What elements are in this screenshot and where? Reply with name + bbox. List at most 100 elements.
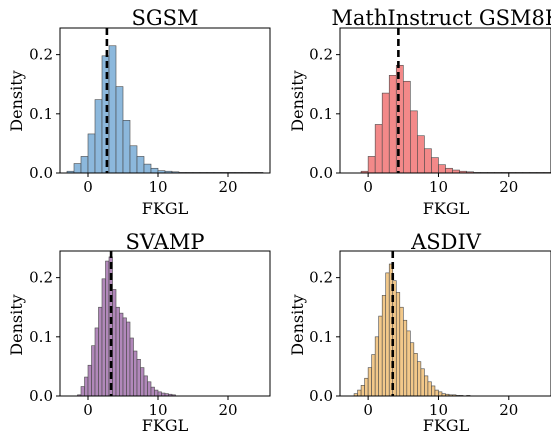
- histogram-bar: [406, 330, 411, 397]
- y-axis-label: Density: [288, 294, 307, 355]
- y-tick-label: 0.2: [29, 46, 53, 64]
- histogram-bar: [150, 386, 155, 397]
- x-tick-label: 0: [83, 178, 93, 196]
- histogram-bar: [87, 133, 96, 174]
- histogram-bar: [105, 260, 110, 397]
- x-tick-label: 10: [429, 178, 448, 196]
- plot-area: 0 10 20 0.0 0.1 0.2: [29, 27, 271, 196]
- x-axis-label: FKGL: [423, 199, 470, 218]
- x-tick-label: 10: [148, 401, 167, 419]
- panel-asdiv: ASDIV 0 10 20 0.0 0.1 0.2 Density FKGL: [288, 230, 551, 435]
- histogram-bar: [94, 99, 103, 174]
- histogram-bar: [136, 156, 145, 174]
- x-axis-label: FKGL: [142, 199, 189, 218]
- panel-mathinstruct-gsm8k: MathInstruct GSM8K 0 10 20 0.0 0.1 0.2 Densit…: [288, 6, 551, 218]
- histogram-bar: [374, 336, 379, 397]
- histogram-bar: [94, 327, 99, 397]
- x-tick-label: 10: [429, 401, 448, 419]
- histogram-bar: [378, 315, 383, 397]
- histogram-bar: [143, 375, 148, 397]
- histogram-bar: [417, 361, 422, 397]
- y-axis-label: Density: [7, 70, 26, 131]
- histogram-bar: [424, 375, 429, 397]
- histogram-bar: [388, 75, 397, 174]
- histogram-bar: [147, 381, 152, 397]
- histogram-bar: [402, 80, 411, 174]
- histogram-bar: [157, 391, 162, 397]
- x-tick-label: 20: [218, 401, 237, 419]
- histogram-bar: [427, 381, 432, 397]
- histogram-bar: [445, 167, 453, 174]
- histogram-bar: [133, 350, 138, 397]
- panel-title: SVAMP: [126, 230, 205, 254]
- y-tick-label: 0.0: [29, 164, 53, 182]
- x-tick-label: 10: [148, 178, 167, 196]
- x-tick-label: 0: [83, 401, 93, 419]
- panel-title: MathInstruct GSM8K: [331, 6, 551, 30]
- histogram-bar: [115, 86, 124, 174]
- histogram-bar: [101, 278, 106, 397]
- y-axis-label: Density: [288, 70, 307, 131]
- histogram-bar: [98, 306, 103, 397]
- histogram-bar: [431, 157, 439, 174]
- histogram-bar: [80, 386, 85, 397]
- histogram-bar: [357, 389, 362, 397]
- histogram-bar: [84, 376, 89, 397]
- histogram-bar: [417, 135, 425, 174]
- y-tick-label: 0.2: [29, 269, 53, 287]
- histogram-bar: [129, 145, 138, 174]
- x-axis-label: FKGL: [142, 416, 189, 435]
- histogram-bar: [413, 353, 418, 397]
- histogram-bar: [438, 164, 446, 174]
- y-tick-label: 0.0: [29, 387, 53, 405]
- axes-frame: [59, 250, 271, 397]
- histogram-bar: [395, 292, 401, 397]
- histogram-bar: [371, 354, 376, 397]
- plot-area: 0 10 20 0.0 0.1 0.2: [309, 250, 551, 419]
- histogram-bar: [122, 317, 127, 397]
- histogram-bar: [360, 385, 365, 397]
- histogram-bar: [154, 389, 159, 397]
- y-tick-label: 0.1: [309, 328, 333, 346]
- histogram-bar: [73, 163, 82, 174]
- panel-svamp: SVAMP 0 10 20 0.0 0.1 0.2 Density FKGL: [7, 230, 271, 435]
- x-tick-label: 0: [363, 401, 373, 419]
- y-tick-label: 0.1: [29, 328, 53, 346]
- plot-area: 0 10 20 0.0 0.1 0.2: [29, 250, 271, 419]
- x-tick-label: 20: [499, 401, 518, 419]
- histogram-bar: [438, 391, 443, 397]
- x-tick-label: 20: [218, 178, 237, 196]
- histogram-bar: [385, 272, 390, 397]
- y-tick-label: 0.1: [309, 105, 333, 123]
- panel-title: ASDIV: [410, 230, 482, 254]
- y-tick-label: 0.2: [309, 269, 333, 287]
- histogram-bar: [122, 120, 131, 174]
- plot-area: 0 10 20 0.0 0.1 0.2: [309, 27, 551, 196]
- y-tick-label: 0.1: [29, 105, 53, 123]
- histogram-bar: [367, 156, 376, 174]
- x-tick-label: 20: [499, 178, 518, 196]
- histogram-bar: [91, 345, 96, 397]
- histogram-bar: [112, 289, 117, 397]
- histogram-bar: [431, 385, 436, 397]
- histogram-bar: [115, 306, 120, 397]
- axes-frame: [59, 27, 271, 174]
- histogram-bar: [143, 163, 152, 174]
- panel-title: SGSM: [131, 6, 198, 30]
- y-tick-label: 0.0: [309, 164, 333, 182]
- histogram-bar: [80, 156, 89, 174]
- histogram-bar: [364, 377, 369, 397]
- axes-frame: [339, 27, 551, 174]
- histogram-bar: [420, 368, 425, 397]
- histogram-bar: [87, 364, 92, 397]
- histogram-bar: [367, 367, 372, 397]
- histogram-bar: [410, 342, 415, 397]
- panel-sgsm: SGSM 0 10 20 0.0 0.1 0.2 Density FKGL: [7, 6, 271, 218]
- histogram-bar: [374, 124, 383, 174]
- y-tick-label: 0.2: [309, 46, 333, 64]
- y-axis-label: Density: [7, 294, 26, 355]
- histogram-bar: [381, 92, 390, 174]
- x-axis-label: FKGL: [423, 416, 470, 435]
- histogram-bar: [126, 321, 131, 397]
